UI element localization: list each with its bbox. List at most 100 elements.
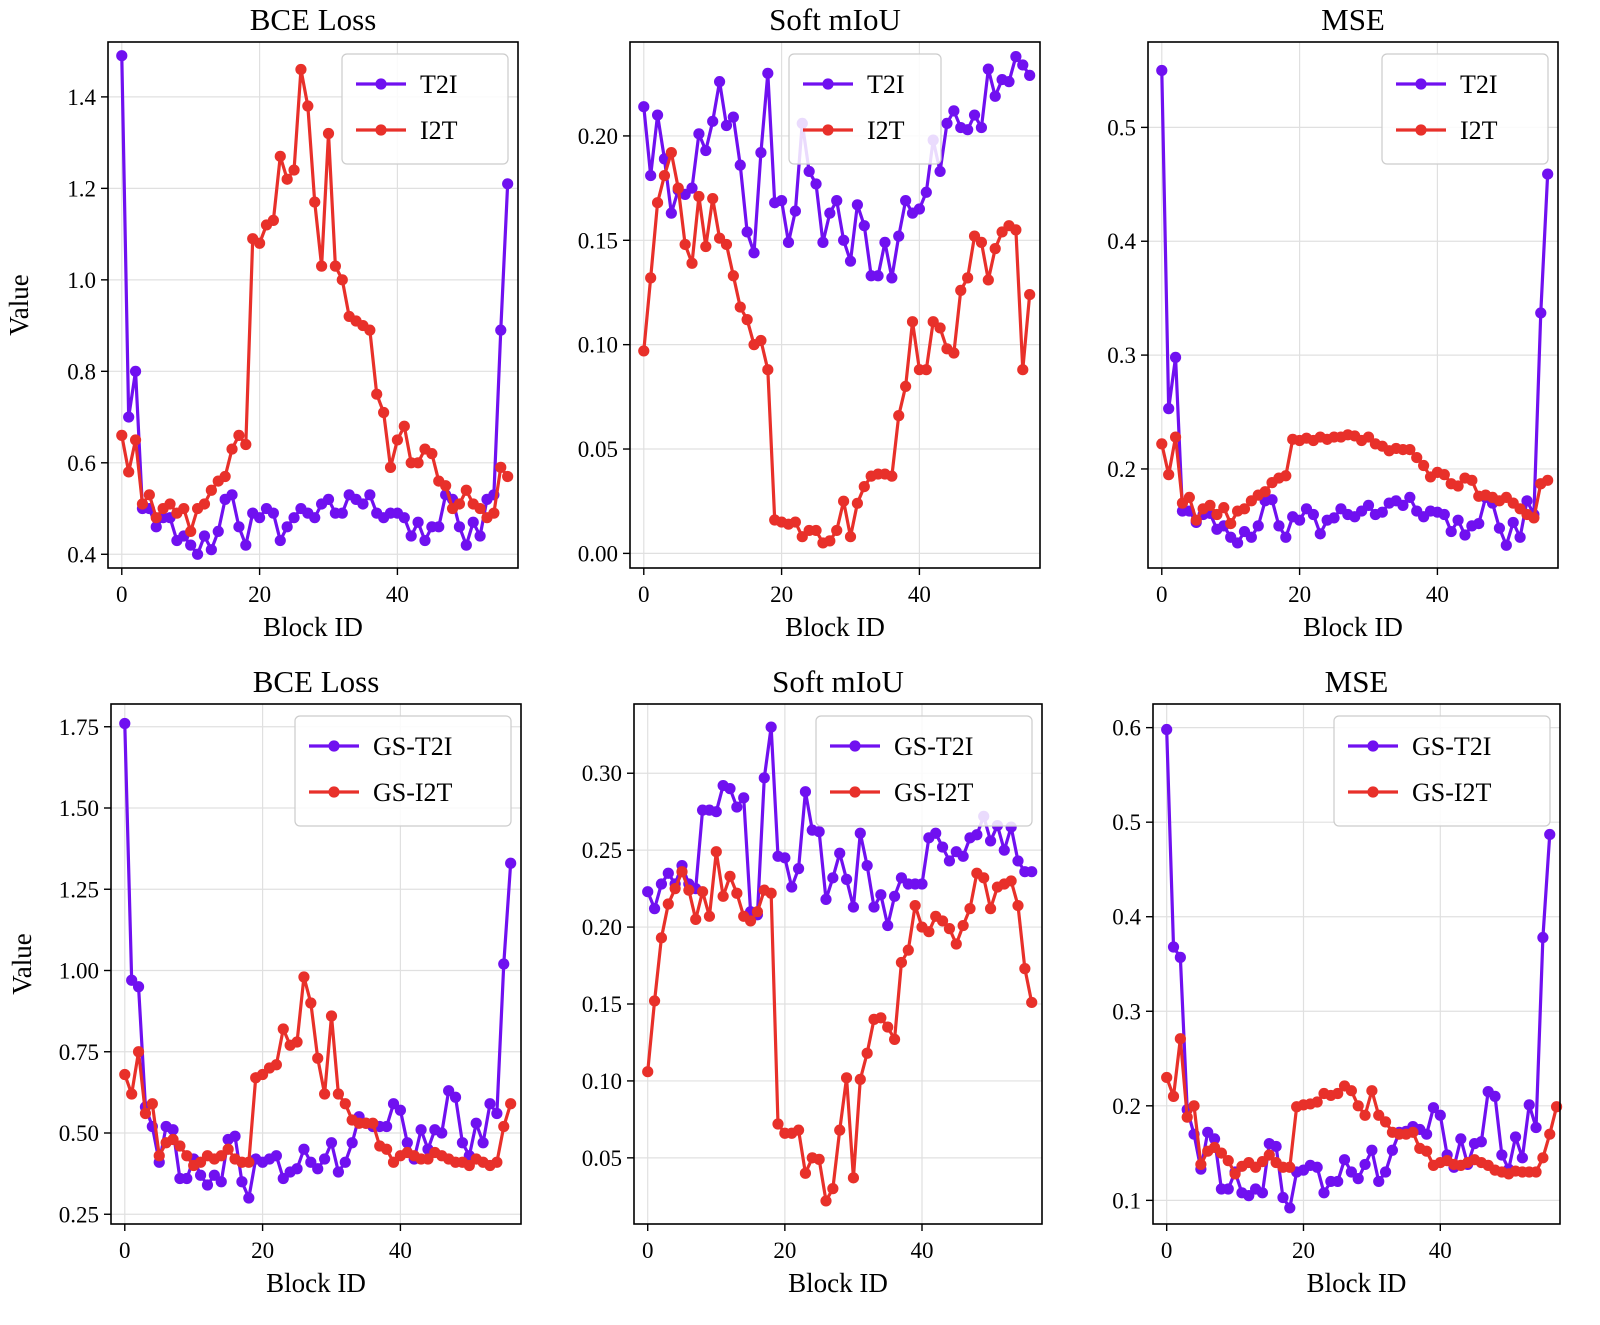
data-point-i2t xyxy=(955,284,967,296)
data-point-i2t xyxy=(185,525,197,538)
data-point-gs-i2t xyxy=(1359,1109,1371,1121)
data-point-t2i xyxy=(982,63,994,75)
legend-marker-t2i xyxy=(375,78,387,90)
legend-box xyxy=(294,715,512,827)
y-tick-label: 0.5 xyxy=(1107,115,1136,140)
data-point-gs-i2t xyxy=(1012,899,1024,912)
legend: T2I I2T xyxy=(341,53,509,165)
legend-marker-gs-i2t xyxy=(1367,786,1379,798)
data-point-i2t xyxy=(1169,431,1182,443)
data-point-gs-t2i xyxy=(758,772,770,784)
data-point-t2i xyxy=(212,525,224,538)
data-point-i2t xyxy=(851,497,863,509)
data-point-i2t xyxy=(858,480,870,493)
data-point-i2t xyxy=(1418,459,1430,472)
data-point-i2t xyxy=(453,498,466,510)
data-point-i2t xyxy=(136,498,149,510)
data-point-t2i xyxy=(858,220,870,232)
data-point-gs-t2i xyxy=(738,792,750,804)
data-point-i2t xyxy=(1225,517,1237,530)
y-tick-label: 0.30 xyxy=(582,761,622,786)
legend-label-t2i: T2I xyxy=(867,70,905,99)
data-point-i2t xyxy=(398,420,410,432)
data-point-gs-i2t xyxy=(1407,1126,1419,1138)
data-point-gs-t2i xyxy=(236,1176,248,1188)
data-point-i2t xyxy=(838,495,850,507)
legend: T2I I2T xyxy=(788,53,942,165)
data-point-gs-i2t xyxy=(181,1150,193,1162)
data-point-i2t xyxy=(900,380,912,393)
data-point-t2i xyxy=(1314,528,1326,540)
data-point-t2i xyxy=(838,234,850,246)
y-tick-label: 0.4 xyxy=(1112,905,1141,930)
data-point-t2i xyxy=(309,512,321,524)
data-point-gs-i2t xyxy=(277,1023,289,1035)
data-point-gs-i2t xyxy=(724,870,736,882)
data-point-gs-t2i xyxy=(765,721,777,733)
data-point-t2i xyxy=(281,521,293,533)
data-point-gs-i2t xyxy=(909,899,921,912)
data-point-gs-t2i xyxy=(1373,1175,1385,1188)
data-point-gs-i2t xyxy=(1345,1085,1357,1097)
data-point-t2i xyxy=(1500,539,1512,551)
legend-box xyxy=(815,715,1033,827)
legend-marker-i2t xyxy=(375,124,387,136)
axes-frame xyxy=(110,703,522,1225)
y-tick-label: 0.10 xyxy=(582,1069,622,1094)
data-point-gs-i2t xyxy=(243,1156,255,1168)
data-point-t2i xyxy=(364,489,376,501)
data-point-gs-i2t xyxy=(319,1088,331,1100)
data-point-i2t xyxy=(412,457,424,469)
data-point-gs-i2t xyxy=(978,872,990,884)
data-point-i2t xyxy=(391,434,404,446)
data-point-t2i xyxy=(893,230,905,242)
data-point-gs-t2i xyxy=(401,1137,413,1149)
data-point-gs-i2t xyxy=(813,1153,825,1165)
data-point-gs-t2i xyxy=(1366,1144,1378,1156)
data-point-gs-t2i xyxy=(132,981,145,993)
data-point-t2i xyxy=(968,109,981,121)
data-point-t2i xyxy=(1376,506,1388,518)
axes-frame xyxy=(1147,41,1559,569)
data-point-gs-i2t xyxy=(902,944,914,956)
data-point-t2i xyxy=(741,226,753,238)
data-point-i2t xyxy=(679,238,691,251)
data-point-i2t xyxy=(1362,431,1375,443)
x-tick-label: 40 xyxy=(386,582,409,607)
data-point-i2t xyxy=(1017,364,1029,376)
data-point-t2i xyxy=(274,534,286,547)
data-point-gs-t2i xyxy=(229,1130,241,1142)
data-point-t2i xyxy=(1535,307,1547,319)
data-point-gs-t2i xyxy=(642,886,654,898)
data-point-gs-t2i xyxy=(1421,1128,1433,1140)
data-point-t2i xyxy=(638,101,650,113)
data-point-gs-i2t xyxy=(847,1172,860,1184)
y-tick-label: 1.50 xyxy=(59,796,99,821)
data-point-i2t xyxy=(1411,451,1423,464)
data-point-i2t xyxy=(336,274,348,286)
data-point-i2t xyxy=(364,324,376,336)
data-point-t2i xyxy=(1231,537,1244,549)
data-point-gs-t2i xyxy=(1256,1187,1269,1199)
y-tick-label: 1.4 xyxy=(67,85,96,110)
data-point-gs-t2i xyxy=(415,1124,427,1136)
x-tick-label: 20 xyxy=(773,1238,796,1263)
data-point-i2t xyxy=(123,466,135,478)
data-point-gs-i2t xyxy=(1181,1111,1193,1123)
data-point-t2i xyxy=(460,539,472,551)
data-point-i2t xyxy=(1259,486,1271,498)
data-point-gs-t2i xyxy=(1386,1144,1399,1156)
data-point-gs-t2i xyxy=(813,826,825,838)
data-point-t2i xyxy=(872,270,884,282)
x-tick-label: 20 xyxy=(1288,582,1311,607)
data-point-gs-i2t xyxy=(772,1118,784,1130)
data-point-gs-t2i xyxy=(786,881,798,893)
legend-marker-i2t xyxy=(1415,124,1427,136)
data-point-t2i xyxy=(1273,520,1285,532)
legend-marker-i2t xyxy=(822,124,834,136)
data-point-t2i xyxy=(405,530,417,542)
data-point-gs-t2i xyxy=(181,1172,193,1185)
data-point-gs-i2t xyxy=(1188,1100,1200,1112)
data-point-gs-t2i xyxy=(1284,1202,1296,1214)
y-tick-label: 0.6 xyxy=(1112,716,1141,741)
